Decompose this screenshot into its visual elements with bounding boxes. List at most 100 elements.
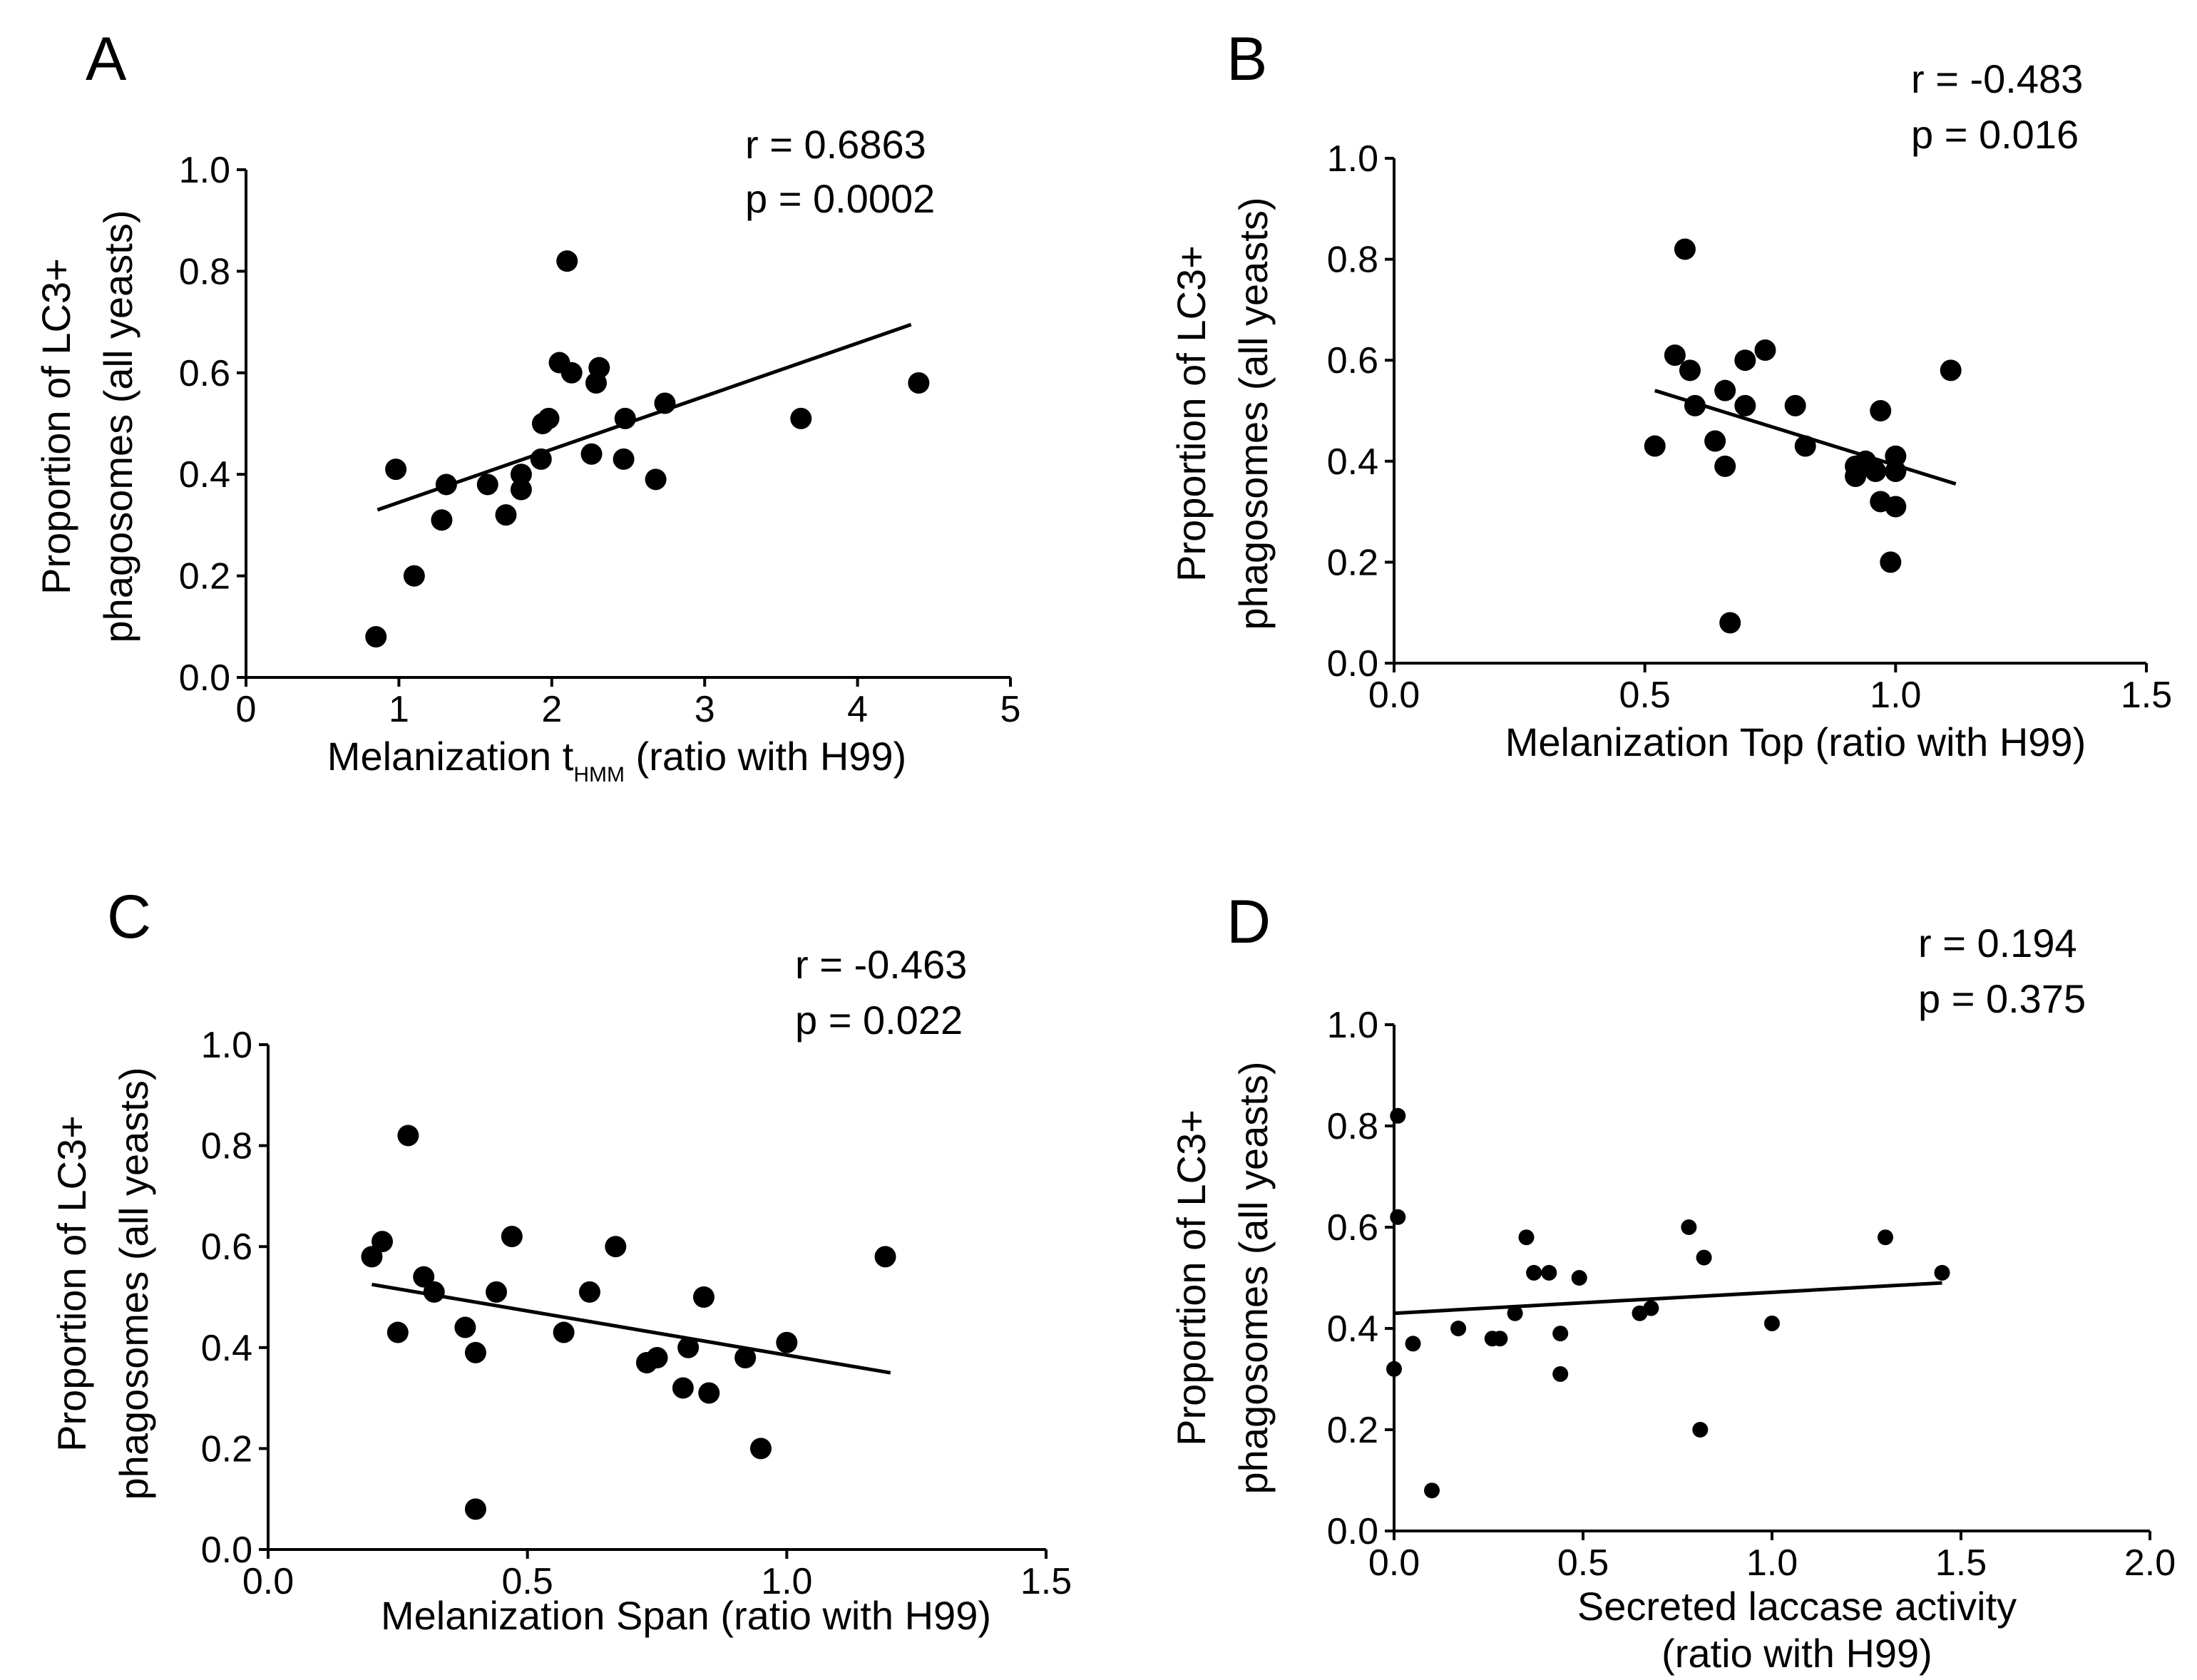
panel-d-data-point bbox=[1681, 1219, 1697, 1235]
panel-c-x-tick-label: 0.0 bbox=[242, 1561, 294, 1602]
panel-b-data-point bbox=[1885, 496, 1907, 518]
panel-d-regression-line bbox=[1393, 1281, 1942, 1316]
panel-d-r-value: r = 0.194 bbox=[1918, 921, 2077, 966]
panel-a-xlabel-main: Melanization t bbox=[327, 734, 574, 779]
panel-d-data-point bbox=[1405, 1336, 1421, 1352]
panel-a-data-point bbox=[385, 459, 407, 481]
panel-c-data-point bbox=[553, 1321, 575, 1343]
panel-a-data-point bbox=[510, 463, 532, 486]
panel-a-y-tick-label: 1.0 bbox=[179, 150, 230, 191]
panel-c-data-point bbox=[386, 1321, 409, 1343]
panel-a-data-point bbox=[790, 407, 812, 429]
panel-d-data-point bbox=[1386, 1361, 1402, 1377]
panel-c-data-point bbox=[874, 1246, 896, 1268]
panel-c-y-tick-label: 0.4 bbox=[201, 1328, 252, 1369]
panel-c-regression-line bbox=[372, 1282, 891, 1375]
panel-c-data-point bbox=[454, 1316, 476, 1338]
panel-d-data-point bbox=[1696, 1249, 1712, 1266]
panel-d-data-point bbox=[1424, 1482, 1440, 1499]
panel-c-data-point bbox=[605, 1236, 627, 1258]
panel-b-plot: 0.0 0.2 0.4 0.6 0.8 1.0 0.0 0.5 1.0 1.5 bbox=[1327, 138, 2172, 716]
panel-d: D r = 0.194 p = 0.375 Proportion of LC3+… bbox=[1169, 888, 2176, 1676]
panel-c-data-point bbox=[646, 1346, 668, 1368]
panel-c-data-point bbox=[734, 1346, 757, 1368]
panel-b-data-point bbox=[1784, 394, 1806, 416]
panel-a-ylabel-line2: phagosomes (all yeasts) bbox=[96, 210, 140, 643]
panel-a-data-point bbox=[403, 565, 425, 587]
panel-d-data-point bbox=[1390, 1107, 1406, 1124]
panel-a-p-value: p = 0.0002 bbox=[745, 176, 935, 221]
panel-d-data-point bbox=[1450, 1321, 1467, 1336]
panel-d-ylabel-line1: Proportion of LC3+ bbox=[1169, 1110, 1214, 1446]
panel-c-data-point bbox=[464, 1341, 486, 1363]
panel-c-data-point bbox=[464, 1498, 486, 1520]
panel-d-data-point bbox=[1571, 1270, 1587, 1286]
panel-c-y-tick-label: 0.8 bbox=[201, 1126, 252, 1167]
panel-d-x-tick-label: 0.5 bbox=[1557, 1542, 1609, 1584]
panel-a-data-point bbox=[645, 468, 667, 491]
panel-b-data-point bbox=[1865, 460, 1887, 482]
panel-d-x-tick-label: 0.0 bbox=[1368, 1542, 1420, 1584]
panel-a-xlabel-subscript: HMM bbox=[573, 763, 625, 787]
panel-a-data-point bbox=[538, 407, 560, 429]
panel-a-xlabel-suffix: (ratio with H99) bbox=[625, 734, 906, 779]
panel-b-data-point bbox=[1880, 551, 1902, 573]
panel-b-y-tick-label: 0.8 bbox=[1327, 240, 1378, 281]
panel-d-data-point bbox=[1518, 1229, 1535, 1246]
panel-d-x-tick-label: 1.0 bbox=[1746, 1542, 1798, 1584]
panel-c-data-point bbox=[677, 1336, 700, 1358]
panel-b-regression-line bbox=[1654, 389, 1957, 486]
panel-a-x-tick-label: 5 bbox=[1000, 689, 1021, 730]
panel-b-y-tick-label: 0.2 bbox=[1327, 542, 1378, 583]
panel-d-p-value: p = 0.375 bbox=[1918, 976, 2086, 1021]
panel-b-data-point bbox=[1719, 612, 1741, 634]
panel-c-data-point bbox=[698, 1382, 720, 1404]
panel-a-y-tick-label: 0.8 bbox=[179, 251, 230, 292]
panel-b-data-point bbox=[1679, 359, 1701, 381]
panel-c: C r = -0.463 p = 0.022 Proportion of LC3… bbox=[49, 883, 1072, 1638]
panel-c-ylabel-line1: Proportion of LC3+ bbox=[49, 1115, 94, 1452]
panel-d-y-tick-label: 1.0 bbox=[1327, 1005, 1378, 1046]
panel-b-letter: B bbox=[1226, 25, 1267, 93]
panel-a-y-tick-label: 0.2 bbox=[179, 556, 230, 598]
panel-b-data-point bbox=[1754, 339, 1776, 362]
panel-b-data-point bbox=[1734, 349, 1756, 372]
panel-b-data-point bbox=[1870, 400, 1892, 421]
panel-c-data-point bbox=[372, 1231, 394, 1253]
panel-c-y-tick-label: 0.6 bbox=[201, 1226, 252, 1268]
panel-d-data-point bbox=[1692, 1422, 1709, 1438]
panel-b-p-value: p = 0.016 bbox=[1911, 112, 2079, 157]
panel-d-y-tick-label: 0.4 bbox=[1327, 1308, 1378, 1350]
panel-a-data-point bbox=[556, 250, 578, 272]
panel-d-data-point bbox=[1492, 1331, 1508, 1347]
panel-a-x-tick-label: 4 bbox=[847, 689, 868, 730]
panel-a-data-point bbox=[560, 362, 583, 384]
panel-d-data-point bbox=[1552, 1366, 1569, 1382]
panel-a-r-value: r = 0.6863 bbox=[745, 122, 926, 167]
panel-d-data-point bbox=[1552, 1326, 1569, 1342]
panel-d-y-tick-label: 0.8 bbox=[1327, 1106, 1378, 1147]
panel-b-r-value: r = -0.483 bbox=[1911, 56, 2083, 101]
panel-b-data-point bbox=[1885, 445, 1907, 467]
panel-c-y-tick-label: 1.0 bbox=[201, 1025, 252, 1066]
panel-b-data-point bbox=[1940, 359, 1962, 381]
panel-b-y-tick-label: 0.0 bbox=[1327, 643, 1378, 685]
panel-a-data-point bbox=[476, 473, 498, 496]
panel-a-data-point bbox=[588, 357, 610, 379]
panel-a-y-tick-label: 0.0 bbox=[179, 657, 230, 699]
panel-a-xlabel: Melanization tHMM (ratio with H99) bbox=[327, 734, 906, 787]
panel-d-letter: D bbox=[1226, 888, 1271, 956]
panel-c-data-point bbox=[692, 1286, 715, 1308]
panel-d-plot: 0.0 0.2 0.4 0.6 0.8 1.0 0.0 0.5 1.0 1.5 2.0 bbox=[1327, 1005, 2176, 1584]
panel-b-ylabel-line1: Proportion of LC3+ bbox=[1169, 245, 1214, 582]
panel-c-y-tick-label: 0.0 bbox=[201, 1530, 252, 1571]
panel-c-data-point bbox=[749, 1438, 772, 1460]
panel-c-data-point bbox=[361, 1246, 383, 1268]
panel-d-data-point bbox=[1764, 1315, 1780, 1331]
panel-c-r-value: r = -0.463 bbox=[795, 942, 967, 987]
panel-b-xlabel: Melanization Top (ratio with H99) bbox=[1505, 719, 2086, 764]
panel-b-y-tick-label: 0.6 bbox=[1327, 340, 1378, 381]
panel-b-data-point bbox=[1664, 344, 1686, 367]
panel-d-y-tick-label: 0.6 bbox=[1327, 1207, 1378, 1249]
panel-c-data-point bbox=[501, 1226, 523, 1248]
